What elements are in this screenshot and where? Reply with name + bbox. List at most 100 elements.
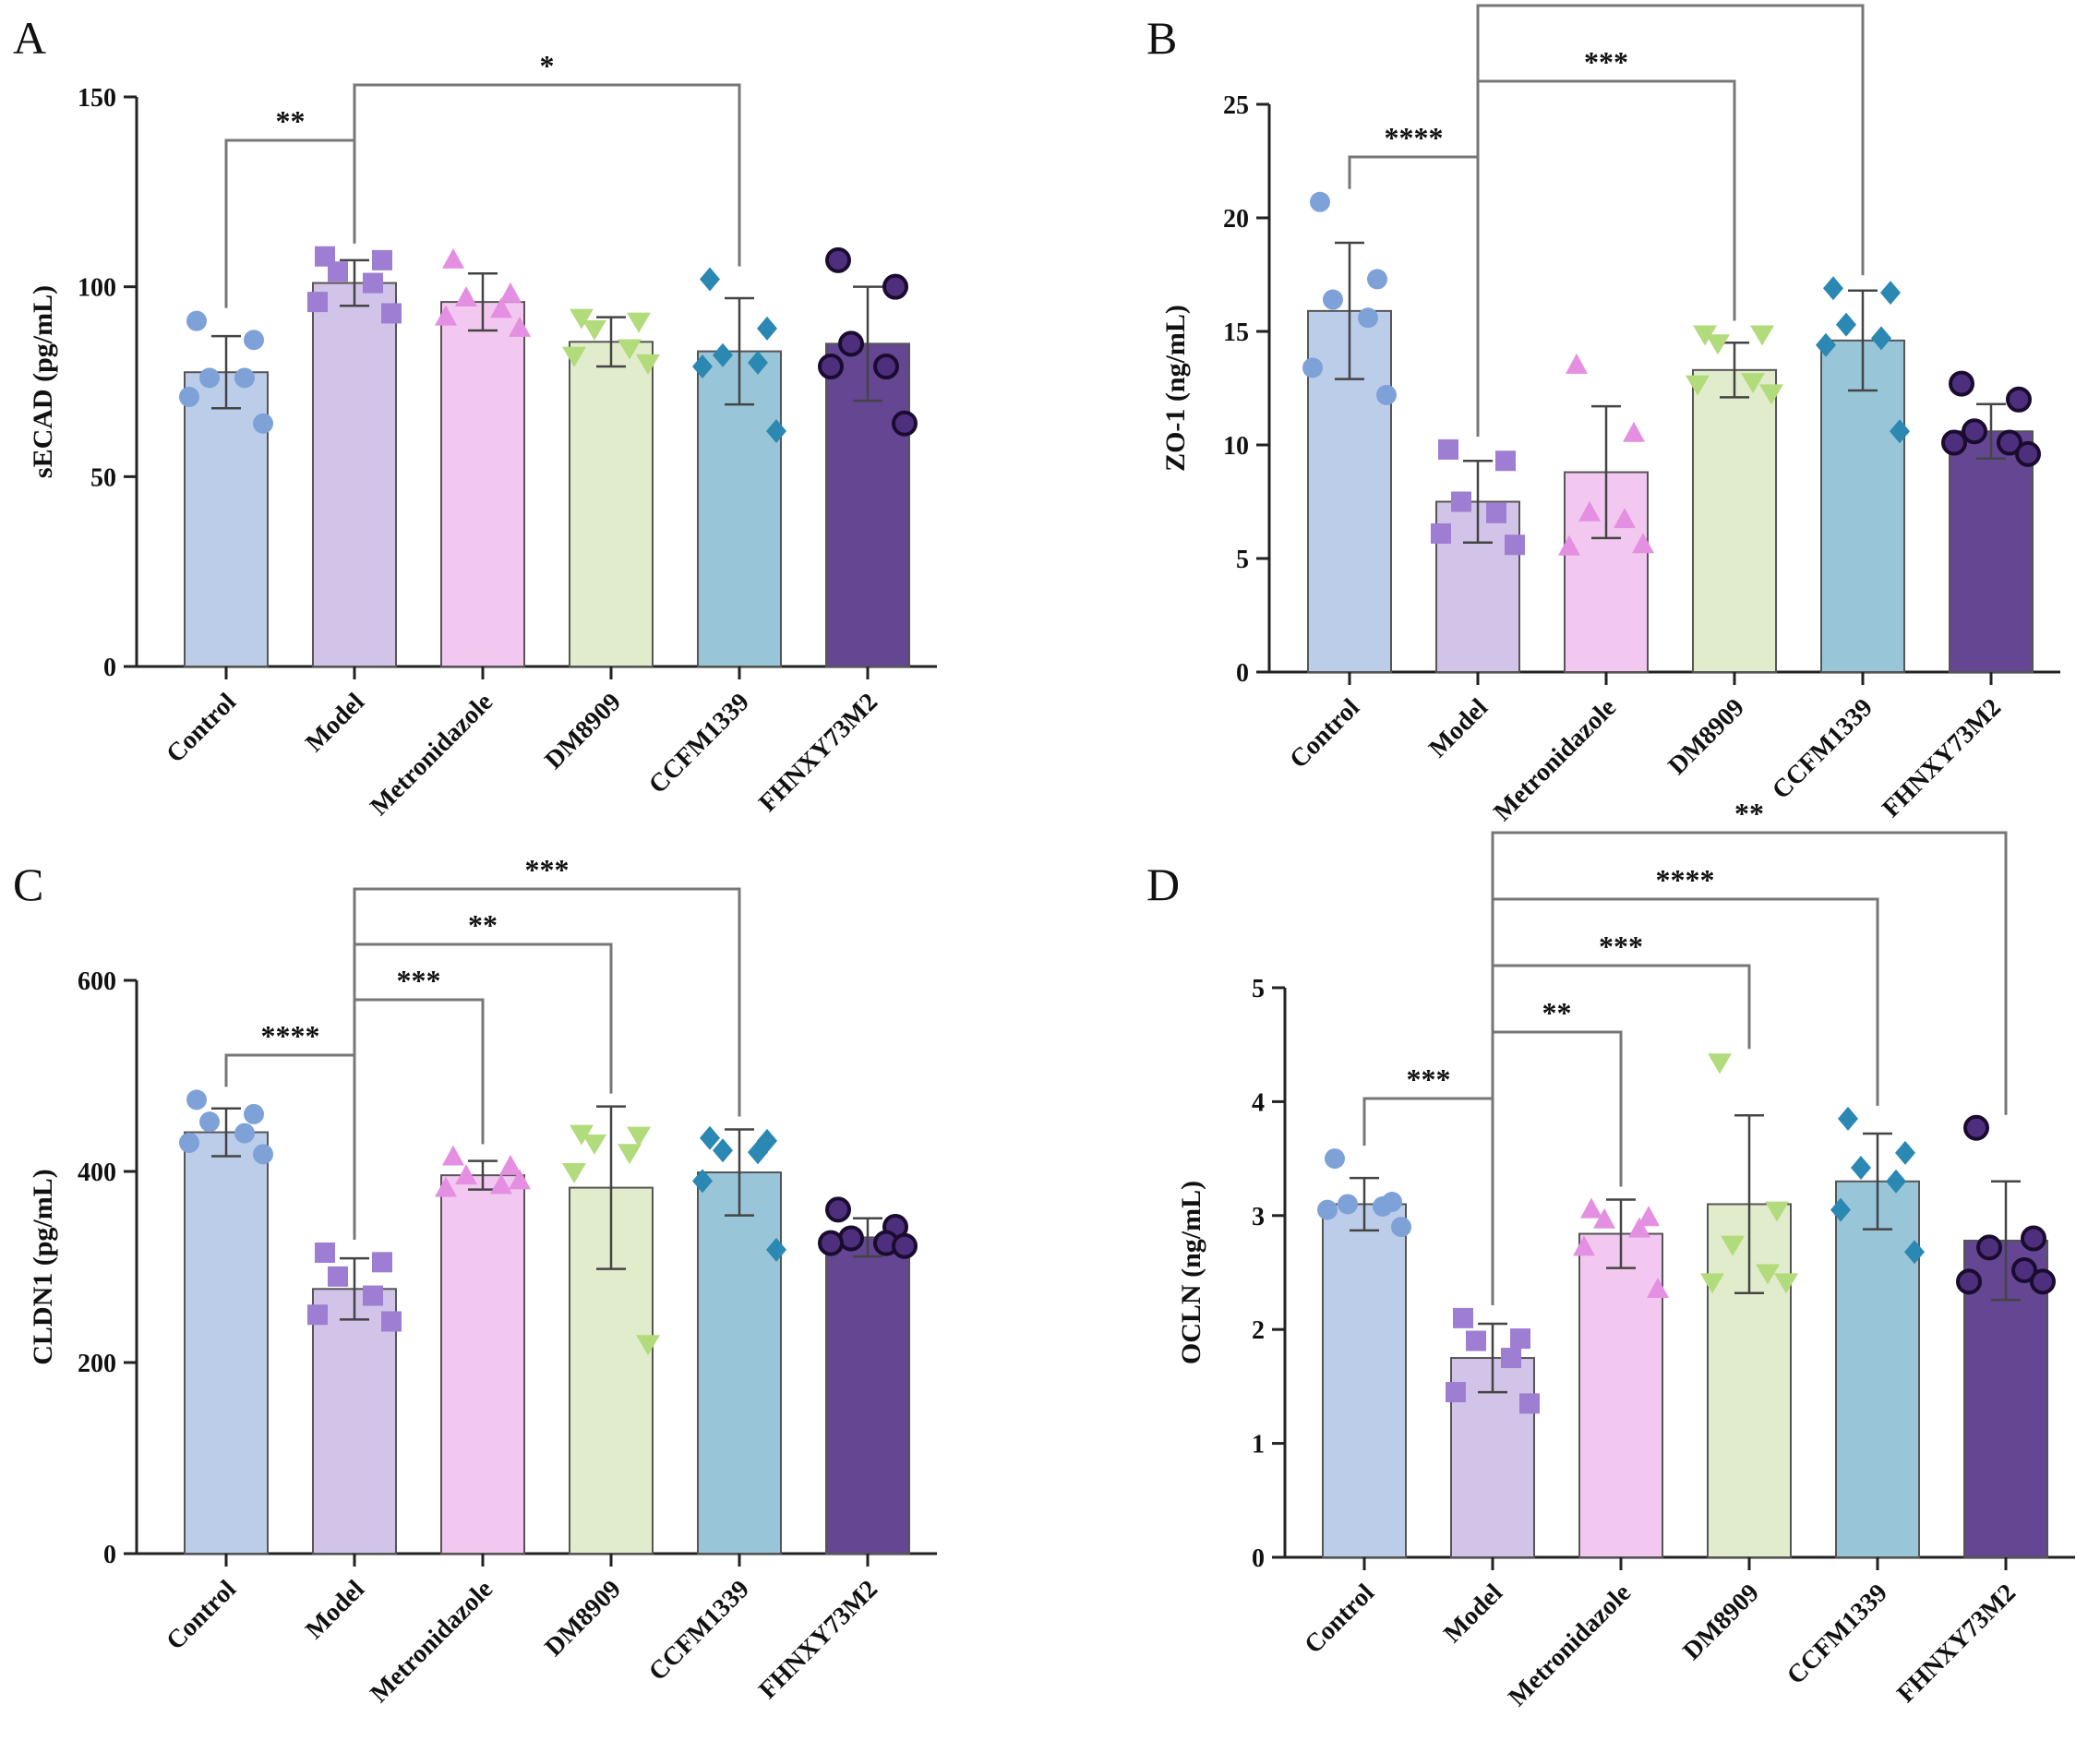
data-point bbox=[562, 346, 586, 367]
significance-label: *** bbox=[397, 964, 441, 997]
y-tick-label: 150 bbox=[78, 84, 116, 113]
data-point bbox=[499, 282, 522, 303]
data-point bbox=[1647, 1278, 1669, 1299]
data-point bbox=[1446, 1382, 1466, 1403]
data-point bbox=[2006, 386, 2032, 413]
data-point bbox=[1949, 370, 1974, 397]
bar-dm8909 bbox=[1692, 368, 1777, 673]
data-point bbox=[2021, 1225, 2046, 1252]
data-point bbox=[2011, 1257, 2037, 1284]
y-tick-label: 5 bbox=[1252, 975, 1265, 1003]
data-point bbox=[1741, 373, 1765, 394]
bar-fhnxy73m2 bbox=[825, 1236, 910, 1555]
data-point bbox=[186, 1089, 207, 1111]
data-point bbox=[328, 1266, 348, 1287]
data-point bbox=[713, 342, 733, 367]
data-point bbox=[1759, 384, 1783, 405]
data-point bbox=[627, 1126, 651, 1147]
data-point bbox=[766, 1237, 786, 1262]
data-point bbox=[1708, 1053, 1732, 1075]
significance-label: *** bbox=[1407, 1063, 1451, 1096]
data-point bbox=[636, 354, 660, 375]
x-tick-label: DM8909 bbox=[539, 688, 627, 775]
data-point bbox=[1816, 332, 1836, 357]
data-point bbox=[1706, 334, 1730, 355]
data-point bbox=[253, 1144, 273, 1165]
data-point bbox=[1486, 502, 1506, 523]
data-point bbox=[1628, 1217, 1650, 1238]
x-tick-label: DM8909 bbox=[1677, 1579, 1765, 1666]
data-point bbox=[1890, 419, 1910, 444]
data-point bbox=[1880, 281, 1901, 306]
data-point bbox=[372, 1252, 392, 1273]
data-point bbox=[825, 1196, 851, 1223]
y-tick-label: 100 bbox=[78, 274, 116, 303]
bar-dm8909 bbox=[569, 341, 654, 667]
bar-control bbox=[1322, 1203, 1407, 1558]
y-tick-label: 5 bbox=[1236, 546, 1249, 574]
data-point bbox=[1830, 1197, 1851, 1222]
data-point bbox=[1566, 353, 1588, 374]
x-tick-label: Metronidazole bbox=[365, 1575, 498, 1709]
data-point bbox=[1578, 500, 1601, 522]
significance-bracket bbox=[353, 887, 741, 1240]
data-point bbox=[1580, 1197, 1602, 1219]
data-point bbox=[1623, 421, 1645, 442]
data-point bbox=[1510, 1328, 1530, 1350]
significance-label: ** bbox=[468, 908, 498, 942]
data-point bbox=[1323, 289, 1343, 310]
data-point bbox=[509, 316, 531, 337]
panel-a-letter: A bbox=[13, 12, 46, 64]
bar-ccfm1339 bbox=[1820, 339, 1905, 673]
data-point bbox=[1376, 384, 1397, 405]
y-tick-label: 200 bbox=[78, 1350, 116, 1378]
data-point bbox=[1836, 312, 1856, 337]
data-point bbox=[253, 413, 273, 434]
data-point bbox=[582, 1134, 606, 1155]
data-point bbox=[244, 330, 264, 351]
data-point bbox=[1956, 1268, 1982, 1295]
y-tick-label: 400 bbox=[78, 1159, 116, 1187]
data-point bbox=[1338, 1194, 1358, 1215]
significance-label: * bbox=[540, 49, 555, 82]
x-tick-label: CCFM1339 bbox=[643, 688, 755, 799]
data-point bbox=[1632, 533, 1654, 554]
data-point bbox=[713, 1138, 733, 1163]
y-tick-label: 1 bbox=[1252, 1431, 1265, 1459]
data-point bbox=[825, 246, 851, 273]
data-point bbox=[199, 1111, 220, 1133]
y-tick-label: 0 bbox=[1252, 1544, 1265, 1573]
data-point bbox=[570, 1124, 594, 1146]
data-point bbox=[627, 312, 651, 333]
data-point bbox=[1614, 508, 1636, 529]
significance-bracket bbox=[1491, 897, 1879, 1305]
x-tick-label: Control bbox=[1284, 693, 1365, 774]
data-point bbox=[1391, 1217, 1411, 1238]
data-point bbox=[1358, 307, 1378, 329]
data-point bbox=[234, 1123, 255, 1144]
data-point bbox=[1997, 429, 2022, 456]
bar-metronidazole bbox=[1578, 1232, 1663, 1558]
data-point bbox=[892, 1232, 918, 1259]
data-point bbox=[199, 367, 220, 389]
data-point bbox=[1505, 534, 1525, 556]
data-point bbox=[1302, 357, 1323, 378]
x-tick-label: DM8909 bbox=[539, 1575, 627, 1663]
data-point bbox=[748, 350, 768, 375]
data-point bbox=[1638, 1206, 1660, 1227]
significance-label: *** bbox=[1584, 45, 1628, 78]
data-point bbox=[1721, 1235, 1745, 1256]
data-point bbox=[1962, 418, 1987, 445]
y-axis-label: CLDN1 (pg/mL) bbox=[28, 1169, 58, 1365]
x-tick-label: CCFM1339 bbox=[643, 1575, 755, 1687]
x-tick-label: Model bbox=[300, 688, 370, 758]
data-point bbox=[1823, 276, 1843, 301]
data-point bbox=[490, 1173, 512, 1195]
data-point bbox=[1756, 1264, 1780, 1285]
y-tick-label: 25 bbox=[1223, 91, 1249, 120]
data-point bbox=[1325, 1148, 1345, 1170]
y-tick-label: 3 bbox=[1252, 1203, 1265, 1231]
data-point bbox=[1700, 1273, 1724, 1294]
x-tick-label: Control bbox=[161, 688, 242, 769]
data-point bbox=[618, 339, 642, 360]
